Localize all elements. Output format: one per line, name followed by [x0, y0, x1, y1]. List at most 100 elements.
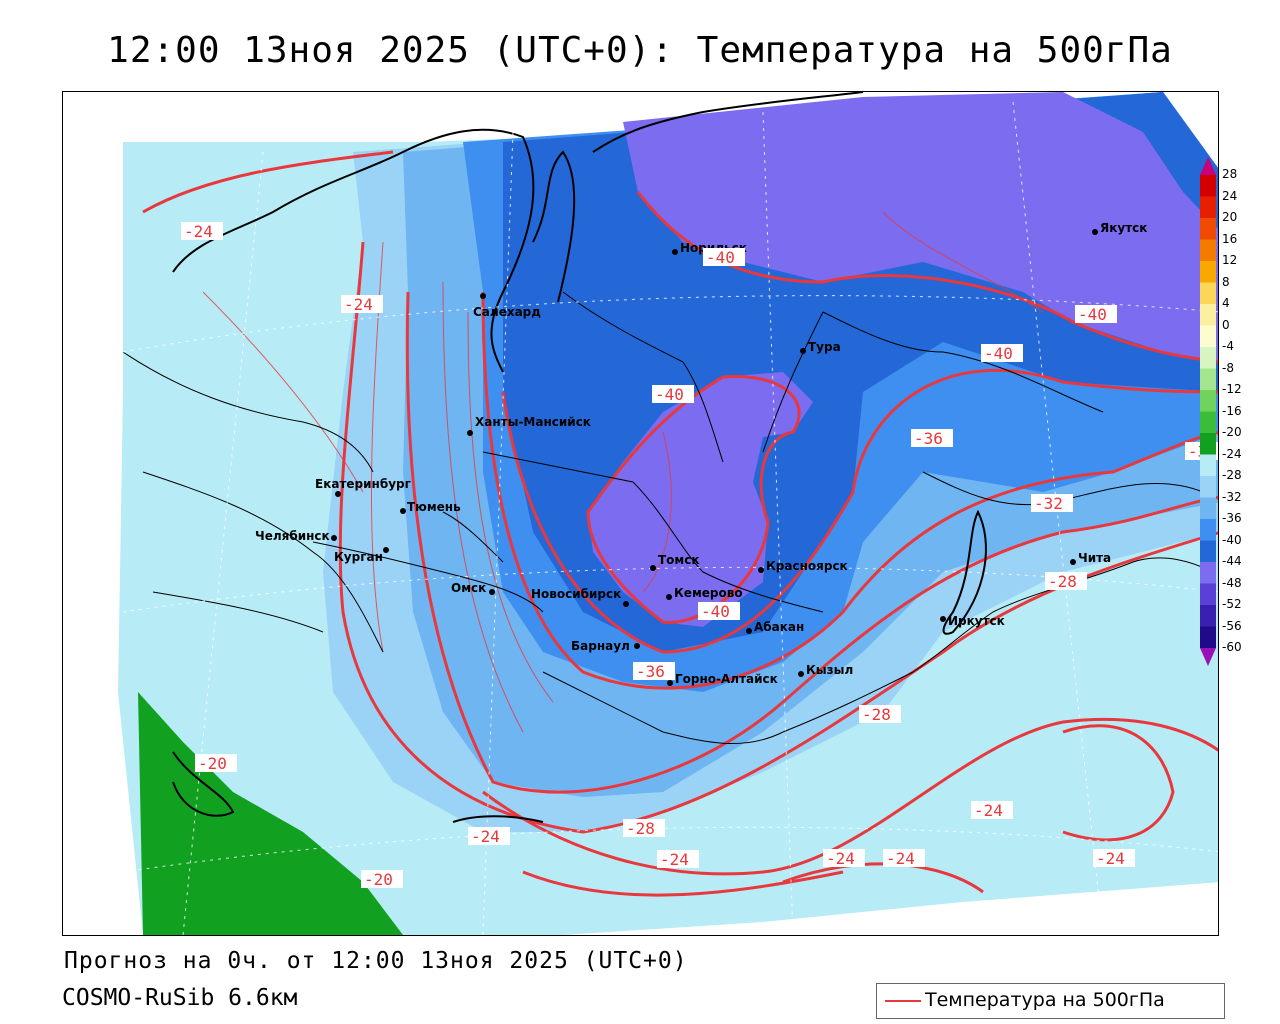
map-area[interactable]: Норильск Якутск Салехард Тура Ханты-Манс…	[62, 91, 1219, 936]
colorbar-tick-label: -24	[1222, 446, 1242, 461]
iso-label: -40	[703, 248, 745, 267]
legend: Температура на 500гПа	[876, 983, 1225, 1019]
colorbar-swatch	[1200, 454, 1216, 476]
colorbar-tick-label: -56	[1222, 618, 1242, 633]
iso-label: -20	[195, 754, 237, 773]
colorbar-tick-label: -28	[1222, 468, 1242, 482]
svg-text:-24: -24	[660, 850, 689, 869]
colorbar-tick-label: 16	[1222, 231, 1238, 246]
colorbar-tick-label: 20	[1222, 210, 1238, 224]
zone-minus20	[138, 692, 403, 935]
svg-text:Барнаул: Барнаул	[571, 639, 630, 653]
colorbar-tick-label: -20	[1222, 425, 1242, 439]
city-novosibirsk[interactable]: Новосибирск	[531, 587, 629, 607]
city-yakutsk[interactable]: Якутск	[1092, 221, 1147, 235]
svg-text:-40: -40	[706, 248, 735, 267]
iso-label: -40	[981, 344, 1023, 363]
svg-text:-24: -24	[886, 849, 915, 868]
svg-text:Тура: Тура	[808, 340, 841, 354]
colorbar-tick-label: -40	[1222, 532, 1242, 547]
city-chita[interactable]: Чита	[1070, 551, 1111, 565]
city-krasnoyarsk[interactable]: Красноярск	[758, 559, 848, 573]
colorbar-tick-label: -12	[1222, 382, 1242, 396]
iso-label: -28	[1045, 572, 1087, 591]
colorbar-swatch	[1200, 261, 1216, 283]
city-abakan[interactable]: Абакан	[746, 620, 804, 634]
city-khanty-mansiysk[interactable]: Ханты-Мансийск	[467, 415, 591, 436]
colorbar-tick-label: -48	[1222, 575, 1242, 590]
city-yekaterinburg[interactable]: Екатеринбург	[315, 477, 411, 497]
svg-text:Омск: Омск	[451, 581, 486, 595]
iso-label: -24	[657, 850, 699, 869]
colorbar-tick-label: -8	[1222, 360, 1234, 375]
colorbar-swatch	[1200, 282, 1216, 304]
city-salekhard[interactable]: Салехард	[473, 293, 541, 319]
svg-text:-28: -28	[862, 705, 891, 724]
iso-label: -24	[883, 849, 925, 868]
city-kemerovo[interactable]: Кемерово	[666, 586, 743, 600]
zone-minus44-north	[623, 92, 1218, 362]
colorbar-swatch	[1200, 540, 1216, 562]
iso-label: -24	[971, 801, 1013, 820]
colorbar-tick-label: 12	[1222, 253, 1238, 267]
city-irkutsk[interactable]: Иркутск	[940, 614, 1005, 628]
colorbar-tick-label: 8	[1222, 274, 1230, 289]
city-tura[interactable]: Тура	[800, 340, 841, 354]
svg-text:Ханты-Мансийск: Ханты-Мансийск	[475, 415, 591, 429]
svg-text:Абакан: Абакан	[754, 620, 804, 634]
svg-text:Томск: Томск	[658, 553, 700, 567]
svg-text:-20: -20	[364, 870, 393, 889]
colorbar-swatch	[1200, 239, 1216, 261]
svg-text:-28: -28	[626, 819, 655, 838]
iso-label: -36	[633, 662, 675, 681]
city-tyumen[interactable]: Тюмень	[400, 500, 461, 514]
colorbar-swatch	[1200, 519, 1216, 541]
svg-text:-36: -36	[914, 429, 943, 448]
city-kyzyl[interactable]: Кызыл	[798, 663, 853, 677]
iso-label: -40	[698, 602, 740, 621]
colorbar-tick-label: -32	[1222, 489, 1242, 504]
colorbar-bottom-arrow	[1200, 648, 1216, 666]
city-kurgan[interactable]: Курган	[334, 547, 389, 564]
iso-label: -28	[859, 705, 901, 724]
model-name: COSMO-RuSib 6.6км	[62, 985, 298, 1011]
city-gorno-altaysk[interactable]: Горно-Алтайск	[667, 672, 778, 686]
iso-label: -36	[911, 429, 953, 448]
svg-text:Кемерово: Кемерово	[674, 586, 743, 600]
coastlines	[172, 92, 987, 823]
colorbar-swatch	[1200, 626, 1216, 648]
svg-text:-40: -40	[984, 344, 1013, 363]
colorbar-tick-label: 24	[1222, 188, 1238, 203]
svg-text:Якутск: Якутск	[1100, 221, 1147, 235]
svg-text:-40: -40	[701, 602, 730, 621]
colorbar-swatch	[1200, 411, 1216, 433]
svg-text:Салехард: Салехард	[473, 305, 541, 319]
svg-text:-24: -24	[471, 827, 500, 846]
svg-text:-24: -24	[974, 801, 1003, 820]
svg-text:Курган: Курган	[334, 550, 383, 564]
colorbar-tick-label: -60	[1222, 640, 1242, 654]
isotherm-labels: -24 -24 -40 -40 -40 -40 -36 -30 -32 -28 …	[181, 222, 1218, 889]
colorbar-swatch	[1200, 325, 1216, 347]
colorbar	[1200, 157, 1216, 666]
svg-text:-24: -24	[344, 295, 373, 314]
city-chelyabinsk[interactable]: Челябинск	[255, 529, 337, 543]
svg-text:Кызыл: Кызыл	[806, 663, 853, 677]
colorbar-tick-label: 0	[1222, 317, 1230, 332]
city-barnaul[interactable]: Барнаул	[571, 639, 640, 653]
svg-text:Новосибирск: Новосибирск	[531, 587, 621, 601]
svg-text:Екатеринбург: Екатеринбург	[315, 477, 411, 491]
iso-label: -24	[181, 222, 223, 241]
svg-text:-32: -32	[1034, 494, 1063, 513]
colorbar-swatch	[1200, 196, 1216, 218]
map-title: 12:00 13ноя 2025 (UTC+0): Температура на…	[107, 30, 1173, 71]
city-omsk[interactable]: Омск	[451, 581, 495, 595]
city-tomsk[interactable]: Томск	[650, 553, 700, 571]
colorbar-swatch	[1200, 347, 1216, 369]
svg-text:Чита: Чита	[1078, 551, 1111, 565]
colorbar-swatch	[1200, 476, 1216, 498]
svg-text:-24: -24	[184, 222, 213, 241]
iso-label: -32	[1031, 494, 1073, 513]
colorbar-tick-label: -4	[1222, 339, 1234, 353]
colorbar-swatch	[1200, 583, 1216, 605]
